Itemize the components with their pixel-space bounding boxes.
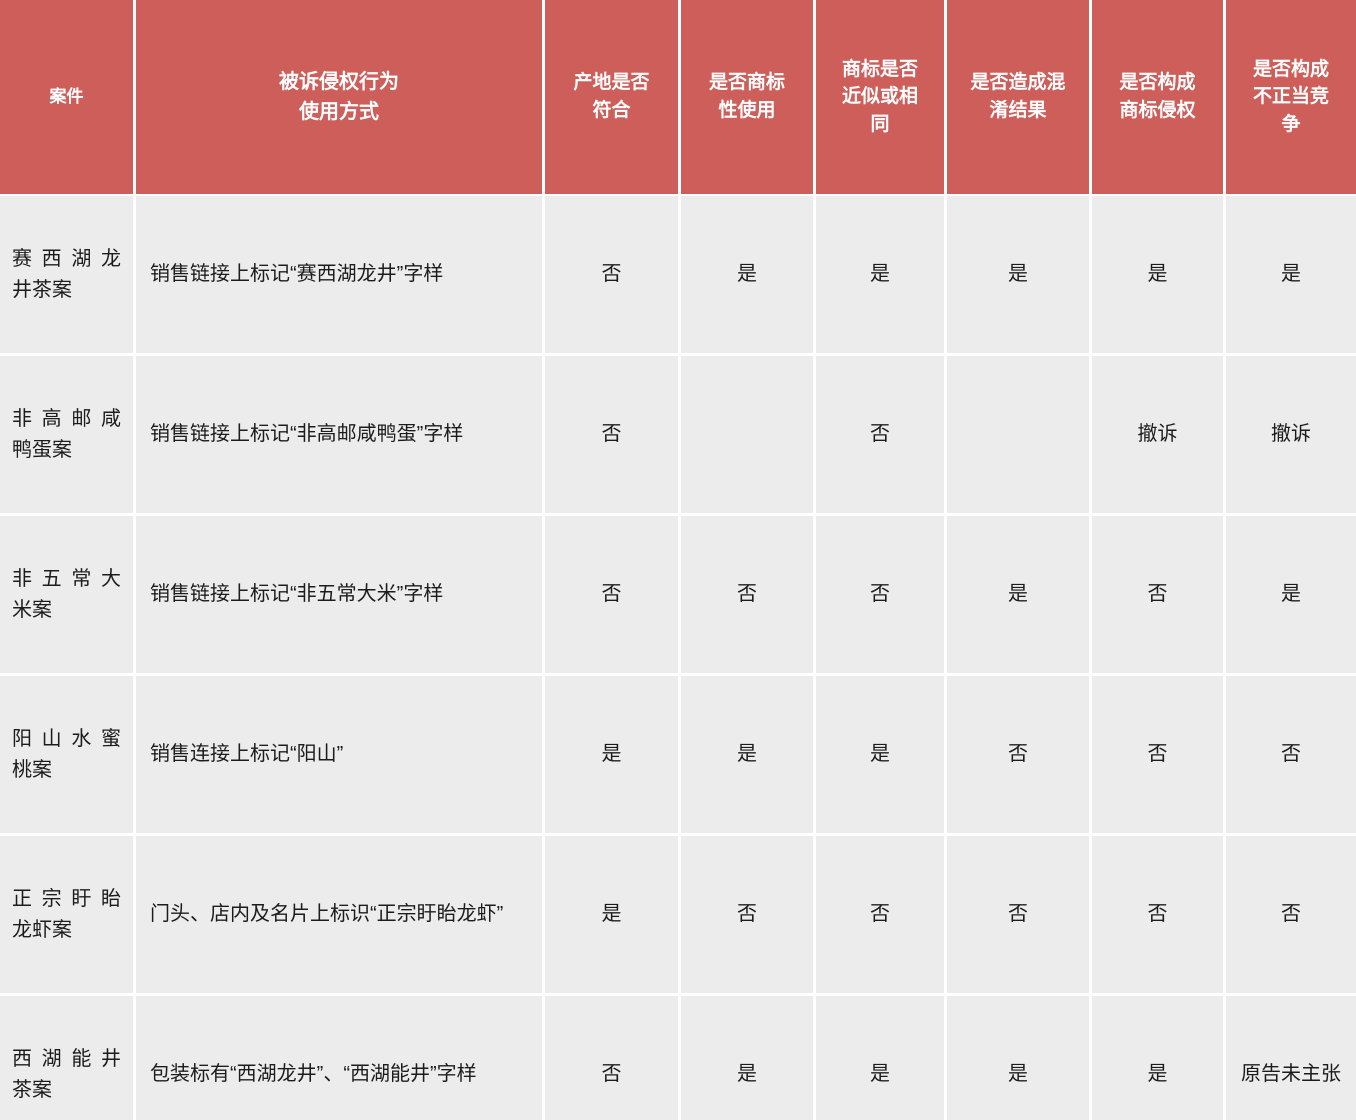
cell-case-name: 正宗盱眙 龙虾案: [0, 836, 136, 996]
column-header-infringing-act: 被诉侵权行为 使用方式: [136, 0, 545, 196]
column-header-trademark-use: 是否商标性使用: [681, 0, 816, 196]
case-name-line1: 非五常大: [12, 567, 121, 590]
cell-mark-similarity: 是: [816, 196, 947, 356]
cell-origin-conformity: 否: [545, 996, 681, 1120]
column-header-mark-similarity: 商标是否近似或相同: [816, 0, 947, 196]
case-name-line2: 鸭蛋案: [12, 438, 72, 461]
cell-case-name: 非五常大 米案: [0, 516, 136, 676]
case-name-line1: 西湖能井: [12, 1047, 121, 1070]
table-row: 正宗盱眙 龙虾案 门头、店内及名片上标识“正宗盱眙龙虾” 是 否 否 否 否 否: [0, 836, 1356, 996]
case-name-line2: 茶案: [12, 1078, 52, 1101]
cell-trademark-infringement: 否: [1092, 516, 1226, 676]
cell-case-name: 赛西湖龙 井茶案: [0, 196, 136, 356]
cell-infringing-act: 销售链接上标记“非高邮咸鸭蛋”字样: [136, 356, 545, 516]
cell-trademark-infringement: 否: [1092, 836, 1226, 996]
cell-unfair-competition: 原告未主张: [1226, 996, 1356, 1120]
column-header-case: 案件: [0, 0, 136, 196]
column-header-trademark-infringement: 是否构成商标侵权: [1092, 0, 1226, 196]
cell-infringing-act: 包装标有“西湖龙井”、“西湖能井”字样: [136, 996, 545, 1120]
cell-confusion-result: [947, 356, 1092, 516]
cell-confusion-result: 是: [947, 196, 1092, 356]
case-name-line2: 米案: [12, 598, 52, 621]
cell-origin-conformity: 是: [545, 836, 681, 996]
cell-mark-similarity: 是: [816, 996, 947, 1120]
cell-trademark-use: 是: [681, 196, 816, 356]
table-body: 赛西湖龙 井茶案 销售链接上标记“赛西湖龙井”字样 否 是 是 是 是 是 非高…: [0, 196, 1356, 1120]
cell-trademark-infringement: 是: [1092, 196, 1226, 356]
case-name-line2: 井茶案: [12, 278, 72, 301]
cell-unfair-competition: 撤诉: [1226, 356, 1356, 516]
cell-confusion-result: 否: [947, 836, 1092, 996]
cell-trademark-infringement: 是: [1092, 996, 1226, 1120]
column-header-infringing-act-line2: 使用方式: [299, 101, 379, 123]
cell-origin-conformity: 否: [545, 196, 681, 356]
cell-trademark-use: 否: [681, 836, 816, 996]
cell-infringing-act: 销售链接上标记“非五常大米”字样: [136, 516, 545, 676]
table-row: 非五常大 米案 销售链接上标记“非五常大米”字样 否 否 否 是 否 是: [0, 516, 1356, 676]
cell-confusion-result: 是: [947, 996, 1092, 1120]
case-name-line1: 非高邮咸: [12, 407, 121, 430]
table-header: 案件 被诉侵权行为 使用方式 产地是否符合 是否商标性使用 商标是否近似或相同 …: [0, 0, 1356, 196]
cell-case-name: 非高邮咸 鸭蛋案: [0, 356, 136, 516]
column-header-origin-conformity: 产地是否符合: [545, 0, 681, 196]
cell-trademark-use: 否: [681, 516, 816, 676]
column-header-unfair-competition: 是否构成不正当竞争: [1226, 0, 1356, 196]
cell-case-name: 西湖能井 茶案: [0, 996, 136, 1120]
cell-infringing-act: 门头、店内及名片上标识“正宗盱眙龙虾”: [136, 836, 545, 996]
cell-origin-conformity: 否: [545, 356, 681, 516]
table-row: 阳山水蜜 桃案 销售连接上标记“阳山” 是 是 是 否 否 否: [0, 676, 1356, 836]
case-name-line1: 正宗盱眙: [12, 887, 121, 910]
column-header-infringing-act-line1: 被诉侵权行为: [279, 71, 399, 93]
cell-infringing-act: 销售链接上标记“赛西湖龙井”字样: [136, 196, 545, 356]
table-row: 西湖能井 茶案 包装标有“西湖龙井”、“西湖能井”字样 否 是 是 是 是 原告…: [0, 996, 1356, 1120]
cell-unfair-competition: 是: [1226, 516, 1356, 676]
cell-trademark-use: 是: [681, 676, 816, 836]
cell-trademark-use: [681, 356, 816, 516]
case-name-line2: 龙虾案: [12, 918, 72, 941]
cell-unfair-competition: 否: [1226, 836, 1356, 996]
table-row: 赛西湖龙 井茶案 销售链接上标记“赛西湖龙井”字样 否 是 是 是 是 是: [0, 196, 1356, 356]
cell-trademark-infringement: 撤诉: [1092, 356, 1226, 516]
case-name-line1: 赛西湖龙: [12, 247, 121, 270]
cell-confusion-result: 否: [947, 676, 1092, 836]
cell-confusion-result: 是: [947, 516, 1092, 676]
cell-origin-conformity: 是: [545, 676, 681, 836]
cell-origin-conformity: 否: [545, 516, 681, 676]
cell-trademark-use: 是: [681, 996, 816, 1120]
cell-case-name: 阳山水蜜 桃案: [0, 676, 136, 836]
cell-mark-similarity: 否: [816, 516, 947, 676]
cell-infringing-act: 销售连接上标记“阳山”: [136, 676, 545, 836]
cell-mark-similarity: 否: [816, 836, 947, 996]
cell-mark-similarity: 否: [816, 356, 947, 516]
cell-unfair-competition: 是: [1226, 196, 1356, 356]
cell-mark-similarity: 是: [816, 676, 947, 836]
table-row: 非高邮咸 鸭蛋案 销售链接上标记“非高邮咸鸭蛋”字样 否 否 撤诉 撤诉: [0, 356, 1356, 516]
cell-trademark-infringement: 否: [1092, 676, 1226, 836]
case-name-line1: 阳山水蜜: [12, 727, 121, 750]
case-name-line2: 桃案: [12, 758, 52, 781]
column-header-confusion-result: 是否造成混淆结果: [947, 0, 1092, 196]
table-header-row: 案件 被诉侵权行为 使用方式 产地是否符合 是否商标性使用 商标是否近似或相同 …: [0, 0, 1356, 196]
cell-unfair-competition: 否: [1226, 676, 1356, 836]
